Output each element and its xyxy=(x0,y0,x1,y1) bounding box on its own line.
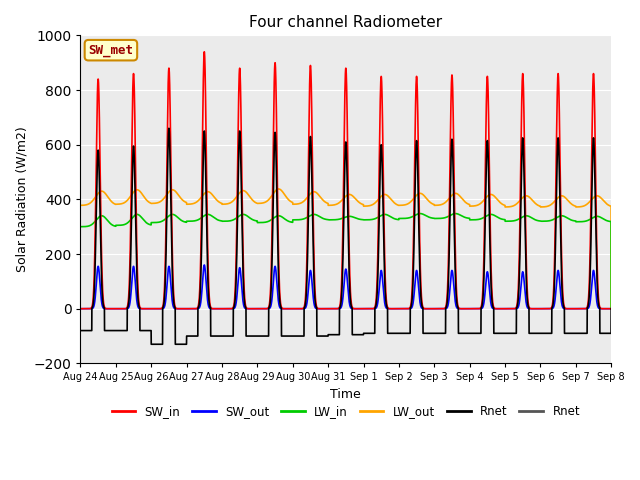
SW_in xyxy=(200,49,208,55)
SW_in xyxy=(435,306,443,312)
LW_in xyxy=(495,215,502,221)
SW_in xyxy=(607,306,615,312)
Line: LW_out: LW_out xyxy=(81,189,611,309)
Legend: SW_in, SW_out, LW_in, LW_out, Rnet, Rnet: SW_in, SW_out, LW_in, LW_out, Rnet, Rnet xyxy=(107,401,585,423)
LW_in xyxy=(326,217,333,223)
Rnet xyxy=(465,330,472,336)
SW_in xyxy=(607,306,614,312)
LW_in xyxy=(607,218,614,224)
LW_in xyxy=(172,213,180,219)
Rnet xyxy=(607,306,615,312)
SW_out xyxy=(77,306,84,312)
SW_out xyxy=(607,306,615,312)
Y-axis label: Solar Radiation (W/m2): Solar Radiation (W/m2) xyxy=(15,127,28,272)
Rnet xyxy=(165,125,173,131)
Rnet xyxy=(607,330,614,336)
Line: SW_in: SW_in xyxy=(81,52,611,309)
Rnet xyxy=(77,328,84,334)
SW_in xyxy=(326,306,333,312)
LW_in xyxy=(77,224,84,229)
LW_in xyxy=(452,211,460,216)
Rnet xyxy=(326,332,334,337)
SW_out xyxy=(200,262,208,268)
LW_out xyxy=(435,202,443,208)
LW_in xyxy=(607,306,615,312)
Title: Four channel Radiometer: Four channel Radiometer xyxy=(249,15,442,30)
LW_out xyxy=(495,198,502,204)
LW_in xyxy=(435,216,443,221)
Rnet xyxy=(147,341,155,347)
SW_out xyxy=(326,306,333,312)
SW_out xyxy=(465,306,472,312)
SW_out xyxy=(435,306,443,312)
SW_in xyxy=(495,306,502,312)
LW_out xyxy=(607,306,615,312)
LW_out xyxy=(275,186,282,192)
Rnet xyxy=(495,330,502,336)
SW_in xyxy=(77,306,84,312)
Rnet xyxy=(172,341,180,347)
Text: SW_met: SW_met xyxy=(88,44,133,57)
SW_in xyxy=(465,306,472,312)
LW_out xyxy=(172,189,180,194)
SW_in xyxy=(172,305,180,311)
LW_out xyxy=(326,203,333,208)
SW_out xyxy=(607,306,614,312)
SW_out xyxy=(172,306,180,312)
Line: SW_out: SW_out xyxy=(81,265,611,309)
LW_in xyxy=(465,216,472,221)
LW_out xyxy=(607,203,614,209)
LW_out xyxy=(465,201,472,207)
Rnet xyxy=(436,330,444,336)
SW_out xyxy=(495,306,502,312)
LW_out xyxy=(77,203,84,208)
Line: LW_in: LW_in xyxy=(81,214,611,309)
Line: Rnet: Rnet xyxy=(81,128,611,344)
X-axis label: Time: Time xyxy=(330,388,361,401)
